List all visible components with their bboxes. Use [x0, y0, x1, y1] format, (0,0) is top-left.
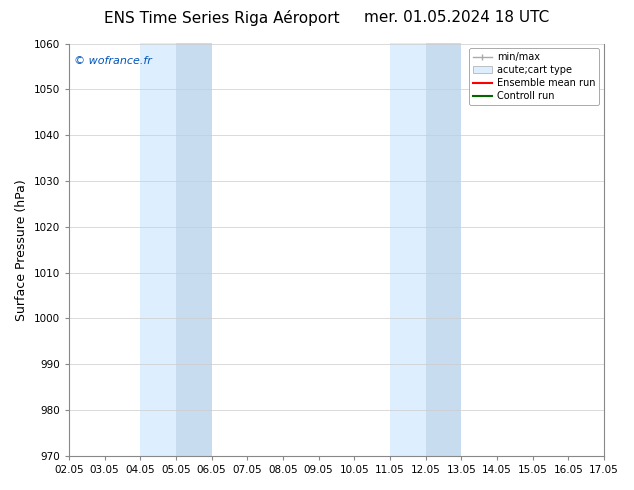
Bar — [390, 44, 425, 456]
Text: mer. 01.05.2024 18 UTC: mer. 01.05.2024 18 UTC — [364, 10, 549, 25]
Bar — [176, 44, 212, 456]
Text: ENS Time Series Riga Aéroport: ENS Time Series Riga Aéroport — [104, 10, 340, 26]
Legend: min/max, acute;cart type, Ensemble mean run, Controll run: min/max, acute;cart type, Ensemble mean … — [469, 49, 599, 105]
Y-axis label: Surface Pressure (hPa): Surface Pressure (hPa) — [15, 179, 28, 320]
Bar — [140, 44, 176, 456]
Text: © wofrance.fr: © wofrance.fr — [74, 56, 152, 66]
Bar — [425, 44, 462, 456]
